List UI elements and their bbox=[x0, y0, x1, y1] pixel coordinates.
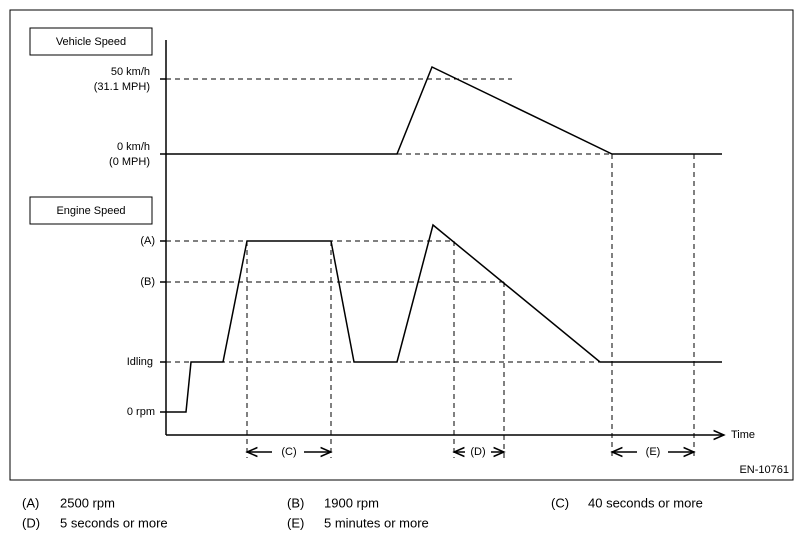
legend-text: 2500 rpm bbox=[60, 495, 115, 510]
interval-label: (D) bbox=[470, 446, 485, 458]
legend-key: (C) bbox=[551, 495, 569, 510]
legend-text: 5 seconds or more bbox=[60, 515, 168, 530]
legend-key: (D) bbox=[22, 515, 40, 530]
tick-label: 50 km/h bbox=[111, 66, 150, 78]
legend-text: 1900 rpm bbox=[324, 495, 379, 510]
engine-speed-curve bbox=[166, 223, 722, 413]
legend-key: (E) bbox=[287, 515, 304, 530]
tick-label: (31.1 MPH) bbox=[94, 81, 150, 93]
tick-label: Idling bbox=[127, 356, 153, 368]
label-box bbox=[29, 196, 153, 225]
legend: (A) 2500 rpm (B) 1900 rpm (C) 40 seconds… bbox=[22, 495, 703, 530]
tick-label: (B) bbox=[140, 276, 155, 288]
axes bbox=[160, 40, 724, 435]
legend-key: (A) bbox=[22, 495, 39, 510]
interval-label: (C) bbox=[281, 446, 296, 458]
tick-label: (0 MPH) bbox=[109, 156, 150, 168]
figure-id: EN-10761 bbox=[739, 464, 789, 476]
x-axis-label: Time bbox=[731, 429, 755, 441]
label-box bbox=[29, 27, 153, 56]
frame bbox=[9, 9, 794, 481]
tick-label: 0 km/h bbox=[117, 141, 150, 153]
guides bbox=[166, 78, 695, 458]
legend-text: 40 seconds or more bbox=[588, 495, 703, 510]
vehicle-speed-curve bbox=[166, 65, 722, 155]
tick-label: 0 rpm bbox=[127, 406, 155, 418]
vehicle-speed-label: Vehicle Speed bbox=[56, 36, 126, 48]
legend-key: (B) bbox=[287, 495, 304, 510]
tick-label: (A) bbox=[140, 235, 155, 247]
engine-speed-label: Engine Speed bbox=[56, 205, 125, 217]
interval-label: (E) bbox=[646, 446, 661, 458]
legend-text: 5 minutes or more bbox=[324, 515, 429, 530]
